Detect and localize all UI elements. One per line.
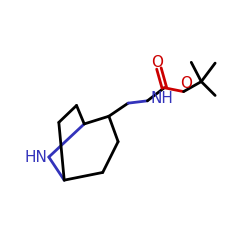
Text: NH: NH: [150, 91, 173, 106]
Text: O: O: [152, 55, 164, 70]
Text: O: O: [180, 76, 192, 92]
Text: HN: HN: [24, 150, 47, 164]
